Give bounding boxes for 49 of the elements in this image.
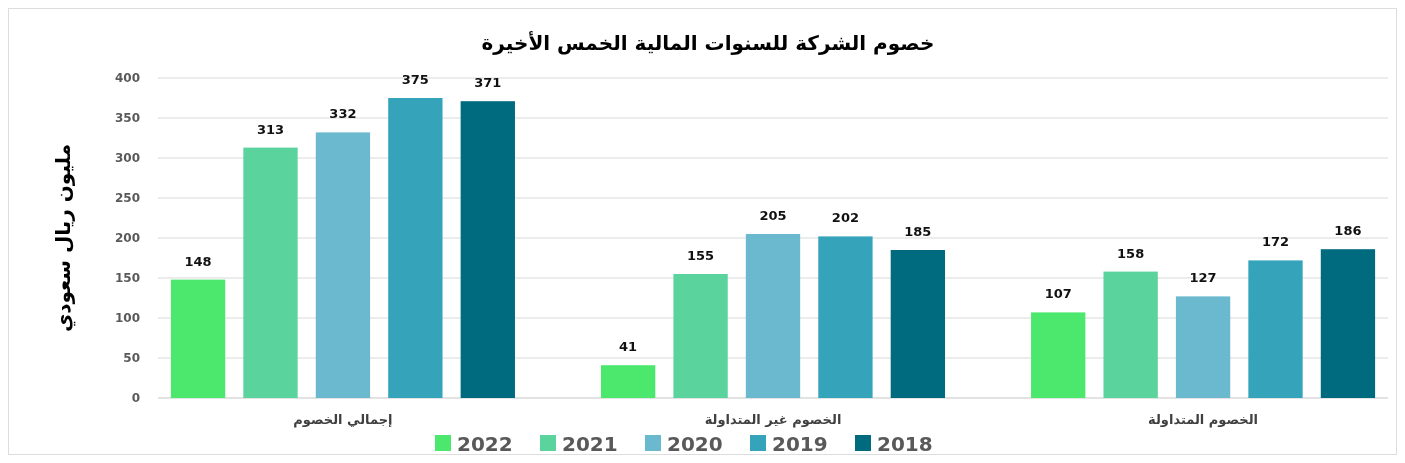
- bar: [243, 147, 298, 398]
- data-label: 172: [1261, 234, 1290, 250]
- y-tick-label: 50: [123, 351, 140, 366]
- y-tick-label: 200: [114, 231, 140, 246]
- y-tick-label: 100: [114, 311, 140, 326]
- data-label: 41: [619, 339, 638, 355]
- bar: [745, 234, 801, 398]
- data-label: 107: [1044, 286, 1072, 302]
- data-label: 186: [1334, 223, 1362, 239]
- y-tick-label: 350: [114, 111, 140, 126]
- y-tick-label: 0: [131, 391, 140, 406]
- x-tick-label: إجمالي الخصوم: [293, 412, 393, 428]
- y-tick-label: 250: [114, 191, 140, 206]
- bar: [388, 98, 443, 398]
- data-label: 202: [831, 210, 859, 226]
- data-label: 375: [401, 72, 429, 87]
- bar: [600, 365, 656, 398]
- legend-label: 2020: [667, 432, 723, 456]
- x-tick-label: الخصوم المتداولة: [1148, 412, 1259, 428]
- bar: [1031, 312, 1086, 398]
- bar: [818, 236, 873, 398]
- bar: [1248, 260, 1303, 398]
- bar: [460, 101, 515, 398]
- legend-label: 2021: [562, 432, 618, 456]
- data-label: 158: [1117, 245, 1145, 261]
- data-label: 371: [474, 75, 502, 91]
- bar: [1103, 271, 1158, 398]
- bar: [673, 274, 728, 398]
- data-label: 313: [256, 121, 285, 137]
- bar: [315, 132, 371, 398]
- legend-label: 2018: [877, 432, 933, 456]
- legend-label: 2022: [457, 432, 513, 456]
- y-axis-title: مليون ريال سعودي: [51, 143, 76, 333]
- x-tick-label: الخصوم غير المتداولة: [704, 412, 842, 428]
- data-label: 155: [687, 248, 715, 263]
- chart-title: خصوم الشركة للسنوات المالية الخمس الأخيرة: [481, 30, 935, 55]
- y-tick-label: 300: [114, 151, 140, 166]
- data-label: 205: [759, 208, 787, 223]
- data-label: 185: [904, 224, 932, 239]
- bar: [1320, 249, 1376, 398]
- bar: [1175, 296, 1231, 398]
- legend-label: 2019: [772, 432, 828, 456]
- y-tick-label: 150: [114, 271, 140, 286]
- bar: [890, 250, 946, 398]
- data-label: 148: [184, 253, 212, 269]
- data-label: 127: [1189, 270, 1217, 286]
- bar: [170, 279, 226, 398]
- y-tick-label: 400: [114, 71, 140, 86]
- data-label: 332: [329, 106, 357, 122]
